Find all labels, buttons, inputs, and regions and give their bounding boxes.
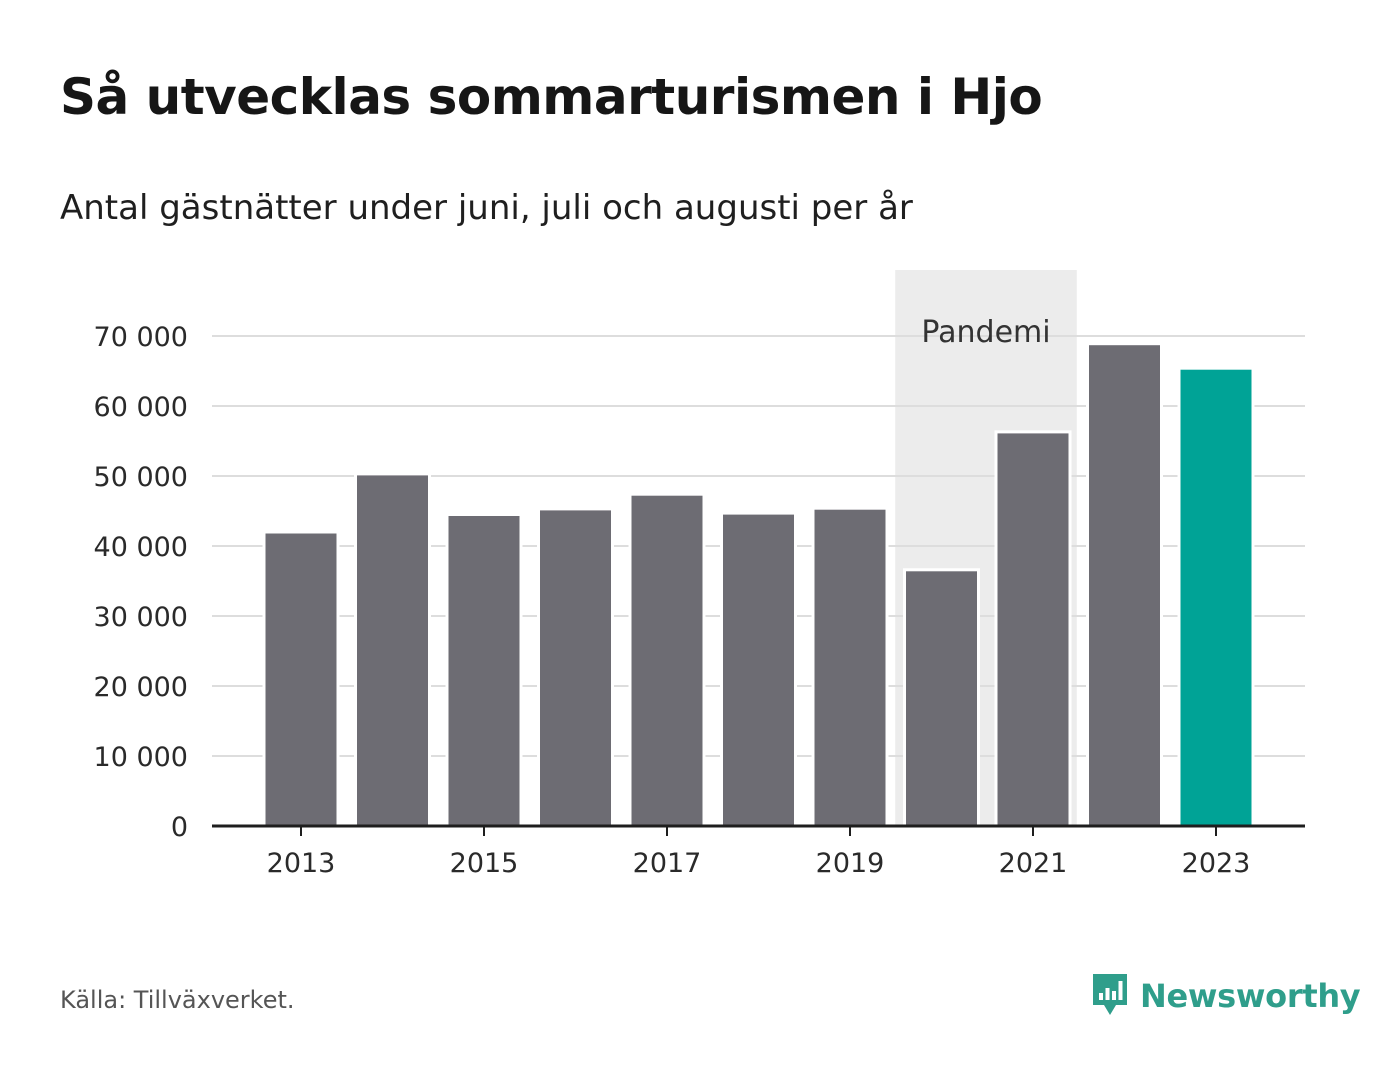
y-tick-label: 40 000 xyxy=(94,532,188,563)
bar-2020 xyxy=(903,568,980,828)
x-tick-label: 2019 xyxy=(816,848,885,879)
chart-subtitle: Antal gästnätter under juni, juli och au… xyxy=(60,188,913,228)
logo-text: Newsworthy xyxy=(1140,977,1361,1015)
chart-title: Så utvecklas sommarturismen i Hjo xyxy=(60,68,1043,126)
source-note: Källa: Tillväxverket. xyxy=(60,986,295,1014)
y-tick-label: 10 000 xyxy=(94,742,188,773)
x-tick-label: 2015 xyxy=(450,848,519,879)
pandemic-label: Pandemi xyxy=(921,315,1050,350)
newsworthy-logo-icon xyxy=(1093,974,1127,1015)
bar-2016 xyxy=(537,507,614,828)
bar-2021 xyxy=(994,430,1072,828)
x-tick-label: 2017 xyxy=(633,848,702,879)
bar-chart: 0 10 000 20 000 30 000 40 000 50 000 60 000 70 … xyxy=(94,270,1305,879)
y-tick-label: 50 000 xyxy=(94,462,188,493)
newsworthy-logo: Newsworthy xyxy=(1090,970,1361,1022)
y-tick-label: 60 000 xyxy=(94,392,188,423)
y-tick-label: 30 000 xyxy=(94,602,188,633)
bar-2017 xyxy=(628,492,706,828)
x-tick-label: 2023 xyxy=(1182,848,1251,879)
bar-2015 xyxy=(445,513,523,828)
y-tick-label: 0 xyxy=(171,812,188,843)
x-tick-label: 2021 xyxy=(999,848,1068,879)
bar-2019 xyxy=(811,506,889,828)
bar-2014 xyxy=(354,472,431,828)
y-tick-label: 20 000 xyxy=(94,672,188,703)
bar-2018 xyxy=(720,511,797,828)
bar-2023 xyxy=(1177,366,1255,828)
y-tick-label: 70 000 xyxy=(94,322,188,353)
bar-2022 xyxy=(1086,342,1163,828)
bar-2013 xyxy=(262,530,340,828)
x-tick-label: 2013 xyxy=(267,848,336,879)
